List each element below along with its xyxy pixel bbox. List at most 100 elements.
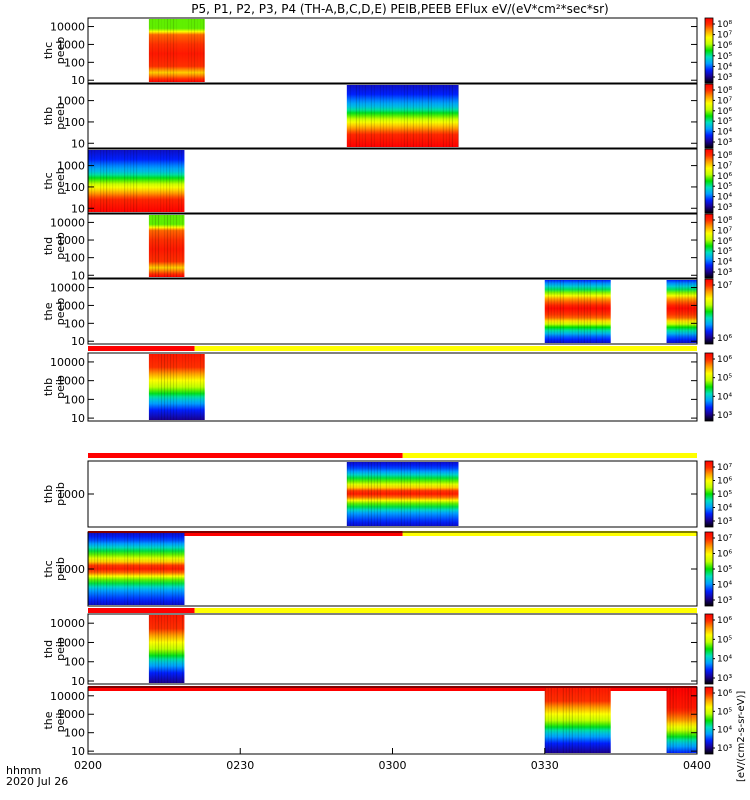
colorbar-tick-label: 10⁴ bbox=[717, 726, 732, 736]
spectrogram-column bbox=[556, 688, 558, 753]
colorbar-tick-label: 10⁴ bbox=[717, 128, 732, 138]
spectrogram-column bbox=[97, 150, 98, 212]
y-tick-label: 1000 bbox=[57, 299, 85, 312]
spectrogram-column bbox=[565, 688, 567, 753]
spectrogram-column bbox=[445, 462, 448, 526]
colorbar-tick-label: 10⁷ bbox=[717, 226, 732, 236]
spectrogram-column bbox=[148, 615, 151, 683]
spectrogram-column bbox=[583, 280, 585, 343]
spectrogram-column bbox=[106, 533, 108, 605]
spectrogram-column bbox=[403, 462, 406, 526]
colorbar-tick-label: 10³ bbox=[717, 517, 732, 527]
spectrogram-column bbox=[148, 533, 150, 605]
spectrogram-column bbox=[687, 280, 689, 343]
spectrogram-block bbox=[544, 280, 611, 343]
spectrogram-column bbox=[566, 280, 567, 343]
y-axis-label: thd bbox=[42, 237, 55, 255]
spectrogram-column bbox=[166, 150, 168, 212]
spectrogram-column bbox=[154, 533, 156, 605]
mode-bar-segment bbox=[402, 453, 697, 458]
spectrogram-column bbox=[681, 280, 683, 343]
colorbar-tick-label: 10⁶ bbox=[717, 616, 732, 626]
spectrogram-column bbox=[121, 533, 122, 605]
spectrogram-column bbox=[412, 85, 415, 147]
spectrogram-column bbox=[422, 462, 423, 526]
spectrogram-column bbox=[179, 615, 180, 683]
spectrogram-column bbox=[400, 462, 403, 526]
colorbar-tick-label: 10⁴ bbox=[717, 581, 732, 591]
spectrogram-column bbox=[172, 533, 174, 605]
spectrogram-column bbox=[139, 533, 141, 605]
y-tick-label: 1000 bbox=[57, 708, 85, 721]
colorbar-tick-label: 10⁸ bbox=[717, 216, 732, 226]
spectrogram-column bbox=[349, 462, 352, 526]
spectrogram-column bbox=[127, 150, 129, 212]
spectrogram-column bbox=[569, 280, 570, 343]
spectrogram-column bbox=[425, 85, 426, 147]
colorbar bbox=[704, 613, 714, 685]
mode-bar-segment bbox=[88, 531, 403, 536]
y-tick-label: 10000 bbox=[50, 282, 85, 295]
spectrogram-column bbox=[409, 462, 412, 526]
spectrogram-column bbox=[182, 19, 183, 82]
spectrogram-column bbox=[178, 215, 181, 277]
y-tick-label: 10000 bbox=[50, 617, 85, 630]
panel-the-peeb: 10000 1000 100 10 the peeb 10⁷ 10⁶ bbox=[42, 278, 732, 348]
panel-frame bbox=[87, 613, 698, 685]
spectrogram-column bbox=[166, 615, 169, 683]
spectrogram-column bbox=[179, 354, 180, 420]
spectrogram-column bbox=[185, 19, 186, 82]
spectrogram-column bbox=[160, 150, 162, 212]
x-tick-label: 0330 bbox=[531, 759, 559, 772]
spectrogram-column bbox=[157, 150, 158, 212]
colorbar-tick-label: 10³ bbox=[717, 73, 732, 83]
spectrogram-column bbox=[553, 688, 555, 753]
y-tick-label: 10 bbox=[71, 202, 85, 215]
spectrogram-column bbox=[601, 280, 603, 343]
spectrogram-column bbox=[448, 85, 451, 147]
colorbar-tick-label: 10⁶ bbox=[717, 107, 732, 117]
y-axis-label: peeb bbox=[54, 232, 67, 260]
spectrogram-column bbox=[118, 533, 119, 605]
y-tick-label: 100 bbox=[64, 317, 85, 330]
spectrogram-column bbox=[169, 150, 171, 212]
spectrogram-column bbox=[142, 533, 144, 605]
x-tick-label: 0200 bbox=[74, 759, 102, 772]
x-tick-label: 0230 bbox=[226, 759, 254, 772]
panel-thb-peib: 10000 1000 100 10 thb peib 10⁶ 10⁵ 10⁴ 10³ bbox=[42, 346, 732, 425]
spectrogram-column bbox=[346, 462, 349, 526]
colorbar-tick-label: 10⁵ bbox=[717, 247, 732, 257]
spectrogram-column bbox=[157, 533, 159, 605]
y-tick-label: 10 bbox=[71, 335, 85, 348]
spectrogram-column bbox=[184, 533, 186, 605]
mode-bar-segment bbox=[88, 608, 195, 613]
spectrogram-block bbox=[148, 215, 185, 277]
colorbar-tick-label: 10⁴ bbox=[717, 193, 732, 203]
spectrogram-column bbox=[103, 150, 105, 212]
y-tick-label: 100 bbox=[64, 727, 85, 740]
panel-frame bbox=[87, 148, 698, 214]
spectrogram-column bbox=[139, 150, 140, 212]
date-label: 2020 Jul 26 bbox=[6, 775, 68, 788]
panel-frame bbox=[87, 278, 698, 345]
spectrogram-column bbox=[136, 150, 138, 212]
spectrogram-column bbox=[163, 533, 165, 605]
spectrogram-column bbox=[379, 462, 382, 526]
spectrogram-column bbox=[361, 85, 364, 147]
colorbar-tick-label: 10⁴ bbox=[717, 258, 732, 268]
spectrogram-column bbox=[545, 280, 546, 343]
y-tick-label: 100 bbox=[64, 116, 85, 129]
spectrogram-block bbox=[666, 280, 697, 343]
spectrogram-column bbox=[418, 85, 421, 147]
spectrogram-column bbox=[587, 688, 588, 753]
spectrogram-column bbox=[604, 688, 606, 753]
y-axis-label: the bbox=[42, 302, 55, 320]
y-axis-label: peib bbox=[54, 709, 67, 733]
spectrogram-column bbox=[172, 354, 175, 420]
y-axis-label: peeb bbox=[54, 102, 67, 130]
spectrogram-column bbox=[599, 280, 600, 343]
spectrogram-column bbox=[550, 688, 552, 753]
spectrogram-column bbox=[455, 462, 456, 526]
